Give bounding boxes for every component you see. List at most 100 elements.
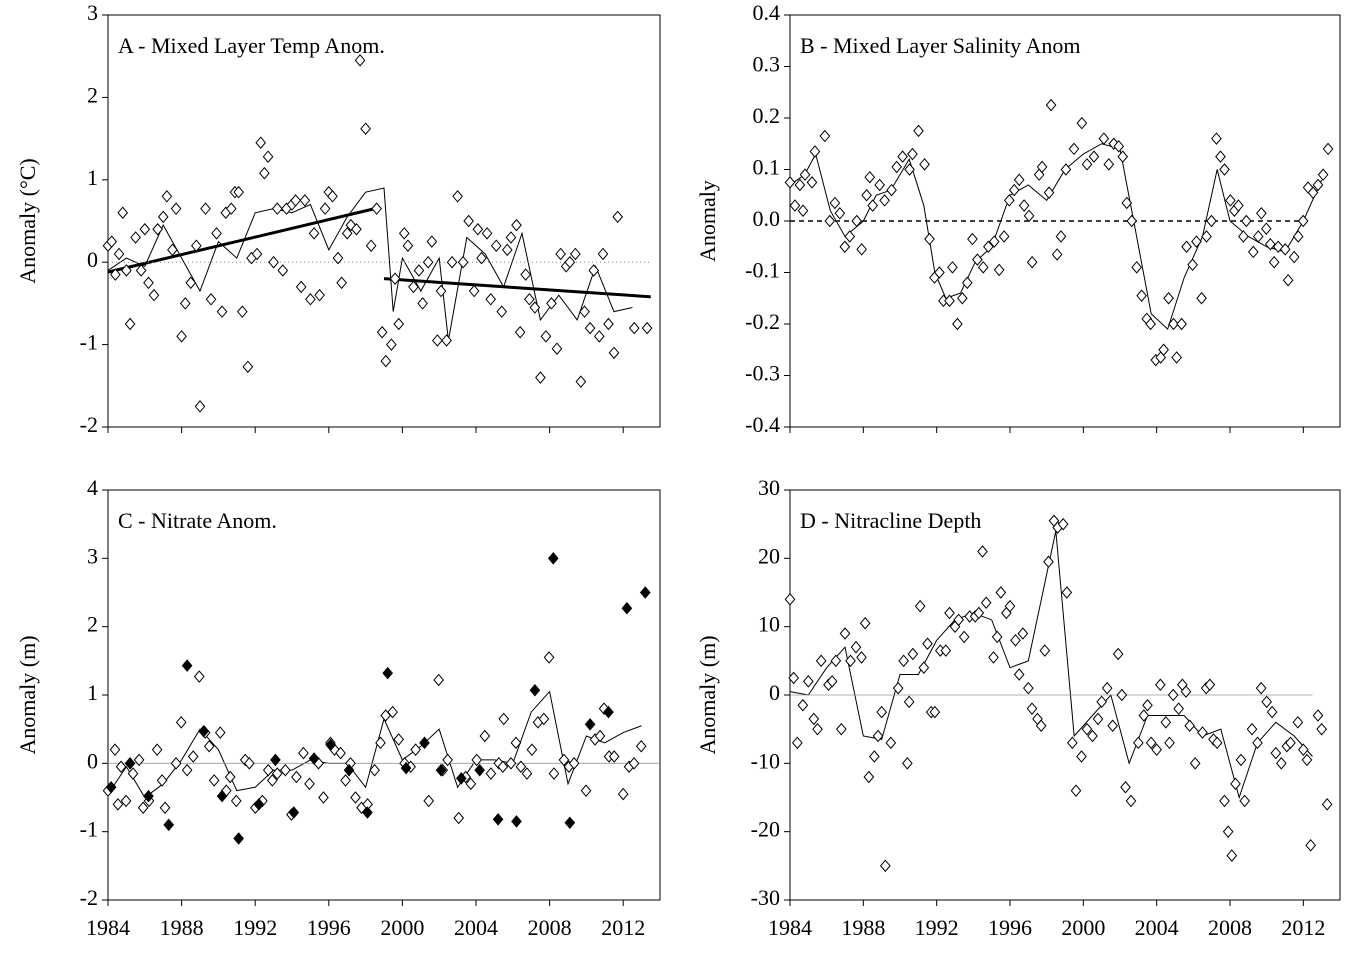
data-point — [1215, 150, 1226, 163]
data-point — [224, 770, 236, 784]
data-point — [551, 342, 563, 355]
series-line — [383, 277, 651, 299]
data-point — [135, 264, 147, 277]
data-point — [365, 239, 377, 252]
data-point — [251, 247, 263, 261]
data-point — [203, 739, 215, 753]
data-point — [393, 317, 405, 331]
data-point — [498, 712, 510, 726]
data-point — [1092, 712, 1104, 726]
y-axis-label: Anomaly (m) — [695, 635, 720, 754]
data-point — [266, 774, 278, 787]
data-point — [1225, 194, 1236, 207]
data-point — [152, 222, 164, 236]
data-point — [216, 789, 228, 803]
data-point — [230, 794, 242, 808]
y-tick-label: -2 — [80, 412, 98, 437]
data-point — [892, 681, 904, 695]
data-point — [1004, 599, 1016, 613]
y-tick-label: 0 — [769, 680, 780, 705]
y-tick-label: 1 — [87, 680, 98, 705]
data-point — [115, 760, 127, 774]
data-point — [924, 232, 935, 246]
data-point — [1121, 196, 1133, 210]
data-point — [387, 705, 398, 719]
data-point — [474, 763, 486, 777]
data-point — [991, 630, 1003, 644]
data-point — [844, 230, 856, 243]
data-point — [1270, 746, 1282, 760]
data-point — [564, 255, 576, 269]
data-point — [143, 789, 154, 803]
x-tick-label: 2004 — [454, 915, 498, 940]
data-point — [1240, 214, 1252, 228]
data-point — [156, 774, 168, 787]
y-tick-label: -0.1 — [745, 258, 780, 283]
y-tick-label: 2 — [87, 612, 98, 637]
data-point — [1035, 719, 1047, 733]
data-point — [812, 722, 823, 736]
data-point — [597, 247, 609, 261]
data-point — [641, 321, 653, 335]
data-point — [839, 627, 851, 640]
data-point — [1167, 688, 1179, 702]
y-tick-label: -0.3 — [745, 361, 780, 386]
y-tick-label: -30 — [751, 885, 780, 910]
data-point — [830, 654, 842, 668]
data-point — [505, 757, 517, 770]
x-tick-label: 2008 — [1208, 915, 1252, 940]
data-point — [1136, 289, 1147, 302]
data-point — [988, 651, 999, 664]
data-point — [1239, 794, 1250, 808]
data-point — [446, 255, 458, 269]
data-point — [961, 276, 973, 290]
data-point — [380, 354, 392, 368]
data-point — [485, 293, 497, 306]
data-point — [304, 777, 315, 791]
data-point — [834, 207, 846, 220]
data-point — [389, 272, 401, 285]
data-point — [579, 305, 590, 318]
data-point — [175, 716, 187, 729]
data-point — [570, 247, 581, 261]
data-point — [408, 280, 419, 294]
data-point — [1181, 240, 1192, 254]
data-point — [1113, 140, 1125, 153]
data-point — [603, 317, 614, 331]
data-point — [836, 722, 847, 736]
data-point — [540, 330, 552, 343]
data-point — [564, 816, 576, 830]
panel-title: D - Nitracline Depth — [800, 508, 981, 533]
data-point — [360, 122, 371, 135]
data-point — [1176, 317, 1187, 331]
data-point — [1036, 160, 1048, 174]
data-point — [957, 291, 968, 305]
data-point — [1268, 255, 1280, 269]
data-point — [341, 227, 353, 240]
data-point — [1196, 291, 1207, 305]
x-tick-label: 2004 — [1135, 915, 1179, 940]
data-point — [1057, 517, 1069, 531]
data-point — [1222, 825, 1234, 838]
data-point — [208, 774, 220, 787]
data-point — [318, 791, 329, 804]
data-point — [1010, 634, 1021, 647]
data-point — [1125, 794, 1137, 808]
data-point — [1285, 736, 1296, 750]
data-point — [271, 767, 283, 780]
y-tick-label: 0.3 — [753, 52, 781, 77]
data-point — [295, 280, 307, 294]
data-point — [829, 196, 841, 210]
data-point — [1168, 317, 1179, 331]
data-point — [1023, 681, 1034, 695]
data-point — [242, 360, 254, 374]
data-point — [255, 136, 267, 149]
data-point — [193, 670, 205, 683]
data-point — [163, 818, 175, 832]
data-point — [568, 757, 580, 770]
data-point — [413, 264, 425, 277]
y-tick-label: -20 — [751, 817, 780, 842]
data-point — [856, 243, 868, 256]
data-point — [1088, 150, 1100, 163]
